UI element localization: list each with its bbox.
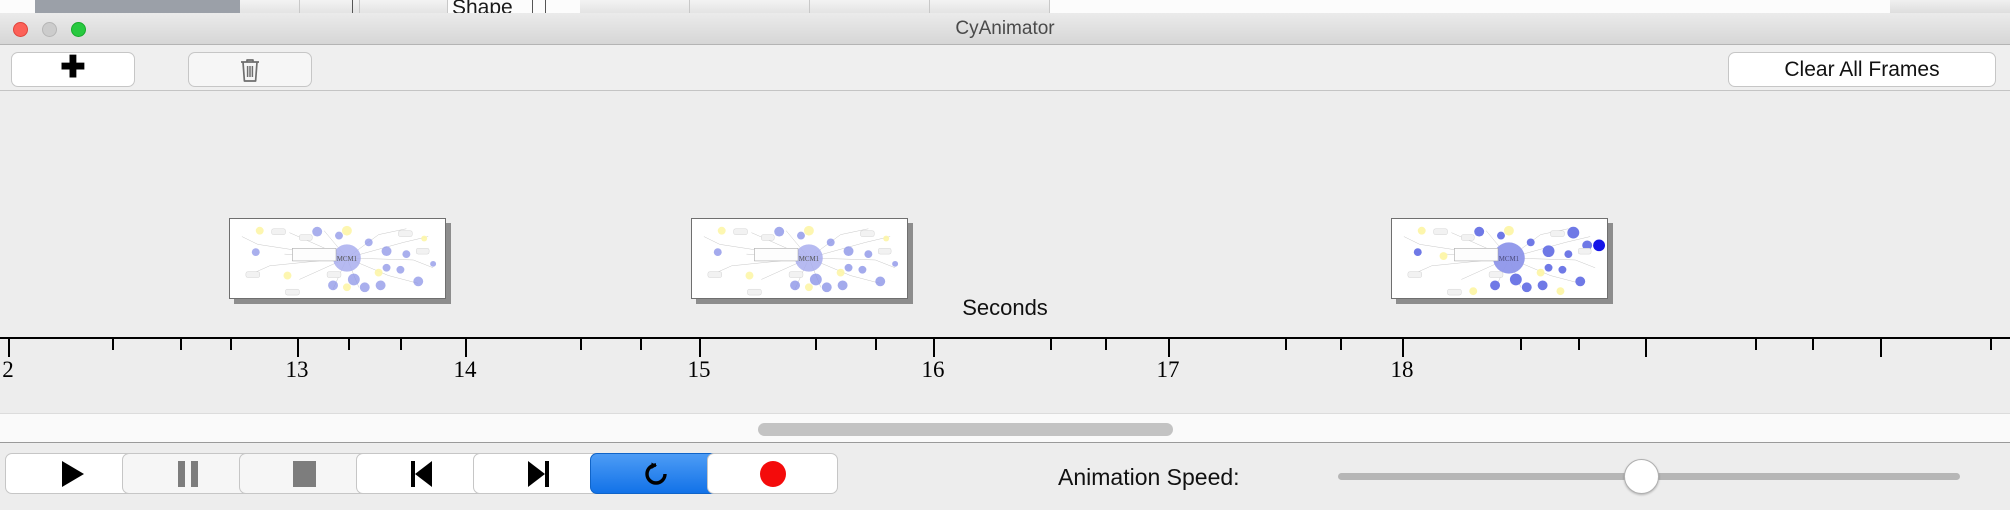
axis-tick-minor [815,339,817,350]
play-button[interactable] [5,453,136,494]
axis-tick-major [1880,339,1882,357]
scrollbar-thumb[interactable] [758,423,1173,436]
timeline-frame[interactable]: MCM1 [229,218,451,304]
record-button[interactable] [707,453,838,494]
axis-tick-minor [640,339,642,350]
axis-tick-minor [1285,339,1287,350]
axis-tick-major [297,339,299,357]
axis-tick-label: 13 [285,357,309,382]
timeline-frame[interactable]: MCM1 [1391,218,1613,304]
skip-back-icon [411,460,432,487]
axis-tick-minor [1990,339,1992,350]
axis-tick-minor [1755,339,1757,350]
network-graph-preview: MCM1 [1403,225,1606,296]
axis-tick-minor [875,339,877,350]
network-graph-preview: MCM1 [703,225,899,296]
axis-tick-label: 2 [2,357,14,382]
frame-thumbnail: MCM1 [691,218,908,299]
axis-tick-minor [1520,339,1522,350]
axis-tick-major [465,339,467,357]
background-titlebar-fragment [35,0,240,13]
timeline-axis [0,337,2010,339]
frame-thumbnail: MCM1 [229,218,446,299]
pause-button[interactable] [122,453,253,494]
clear-all-frames-button[interactable]: Clear All Frames [1728,52,1996,87]
axis-tick-major [1645,339,1647,357]
add-frame-button[interactable]: ✚ [11,52,135,87]
playback-toolbar: Animation Speed: [0,444,2010,510]
stop-icon [293,460,316,487]
axis-tick-label: 15 [687,357,711,382]
minimize-button[interactable] [42,22,57,37]
background-right-fragment [1890,0,2010,14]
timeline-scrollbar[interactable] [0,413,2010,443]
record-icon [759,460,786,487]
axis-tick-minor [1050,339,1052,350]
svg-text:MCM1: MCM1 [799,256,820,263]
axis-tick-label: 14 [453,357,477,382]
axis-tick-minor [580,339,582,350]
axis-tick-minor [230,339,232,350]
delete-frame-button[interactable] [188,52,312,87]
skip-forward-icon [528,460,549,487]
axis-title: Seconds [962,295,1048,320]
axis-tick-minor [1578,339,1580,350]
title-bar: CyAnimator [0,13,2010,45]
axis-tick-major [1402,339,1404,357]
axis-tick-major [8,339,10,357]
animation-speed-label: Animation Speed: [1058,464,1240,490]
axis-tick-minor [112,339,114,350]
trash-icon [241,58,259,82]
axis-tick-major [1168,339,1170,357]
loop-icon [641,459,671,489]
animation-speed-slider-thumb[interactable] [1624,459,1659,494]
window-title: CyAnimator [955,18,1055,39]
axis-tick-major [933,339,935,357]
axis-tick-minor [348,339,350,350]
background-window-strip: Shape [0,0,2010,14]
axis-tick-minor [400,339,402,350]
frame-toolbar: ✚ Clear All Frames [0,45,2010,91]
play-icon [61,460,84,487]
loop-button[interactable] [590,453,721,494]
timeline-frame[interactable]: MCM1 [691,218,913,304]
frame-thumbnail: MCM1 [1391,218,1608,299]
svg-text:MCM1: MCM1 [1499,256,1520,263]
axis-tick-label: 18 [1390,357,1414,382]
axis-tick-minor [1340,339,1342,350]
axis-tick-label: 17 [1156,357,1180,382]
background-window-label: Shape [452,0,513,14]
svg-text:MCM1: MCM1 [337,256,358,263]
close-button[interactable] [13,22,28,37]
axis-tick-label: 16 [921,357,945,382]
skip-forward-button[interactable] [473,453,604,494]
network-graph-preview: MCM1 [241,225,437,296]
pause-icon [177,460,198,487]
axis-tick-major [699,339,701,357]
axis-tick-minor [1812,339,1814,350]
stop-button[interactable] [239,453,370,494]
skip-back-button[interactable] [356,453,487,494]
axis-tick-minor [180,339,182,350]
plus-icon: ✚ [60,51,86,84]
zoom-button[interactable] [71,22,86,37]
timeline-panel[interactable]: MCM1 [0,91,2010,413]
axis-tick-minor [1105,339,1107,350]
